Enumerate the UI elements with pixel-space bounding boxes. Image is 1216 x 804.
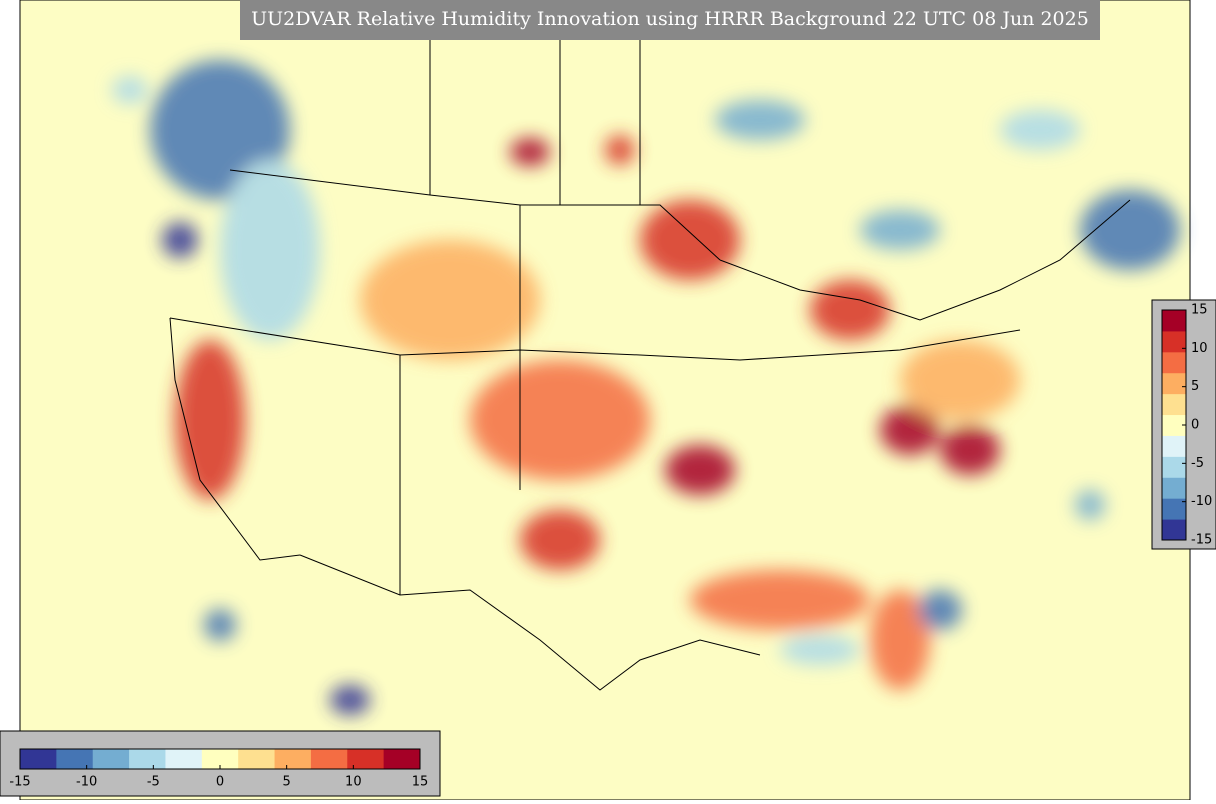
colorbar-segment [56,749,94,769]
colorbar-segment [165,749,203,769]
colorbar-tick-label: 15 [412,775,429,790]
colorbar-segment [1162,351,1186,374]
colorbar-segment [1162,310,1186,332]
colorbar-segment [20,749,57,769]
colorbar-tick-label: 5 [283,775,291,790]
colorbar-tick-label: -15 [1191,533,1212,548]
colorbar-tick-label: 0 [1191,418,1199,433]
colorbar-segment [274,749,312,769]
colorbar-tick-label: -15 [9,775,30,790]
colorbar-segment [1162,435,1186,457]
colorbar-tick-label: 5 [1191,379,1199,394]
colorbar-tick-label: 15 [1191,303,1208,318]
colorbar-tick-label: 10 [1191,341,1208,356]
colorbar-segment [238,749,276,769]
colorbar-tick-label: -5 [147,775,160,790]
colorbar-tick-label: 10 [345,775,362,790]
colorbar-segment [1162,477,1186,499]
colorbar-segment [129,749,166,769]
colorbars: -15 -10 -5 0 5 10 15 15 10 5 0 -5 -10 -15 [9,303,1212,790]
colorbar-tick-label: -10 [76,775,97,790]
colorbar-tick-label: -5 [1191,456,1204,471]
colorbar-segment [201,749,239,769]
title-box [240,0,1100,40]
colorbar-segment [383,749,421,769]
humidity-field [112,60,1180,715]
colorbar-tick-label: 0 [216,775,224,790]
colorbar-segment [347,749,385,769]
colorbar-segment [310,749,348,769]
colorbar-tick-label: -10 [1191,494,1212,509]
colorbar-segment [1162,498,1186,520]
colorbar-segment [1162,414,1186,436]
colorbar-segment [1162,456,1186,478]
borders [169,40,1131,691]
colorbar-segment [1162,330,1186,353]
map-title: UU2DVAR Relative Humidity Innovation usi… [251,8,1089,30]
colorbar-segment [92,749,130,769]
colorbar-segment [1162,372,1186,395]
colorbar-segment [1162,519,1186,541]
colorbar-segment [1162,393,1186,416]
